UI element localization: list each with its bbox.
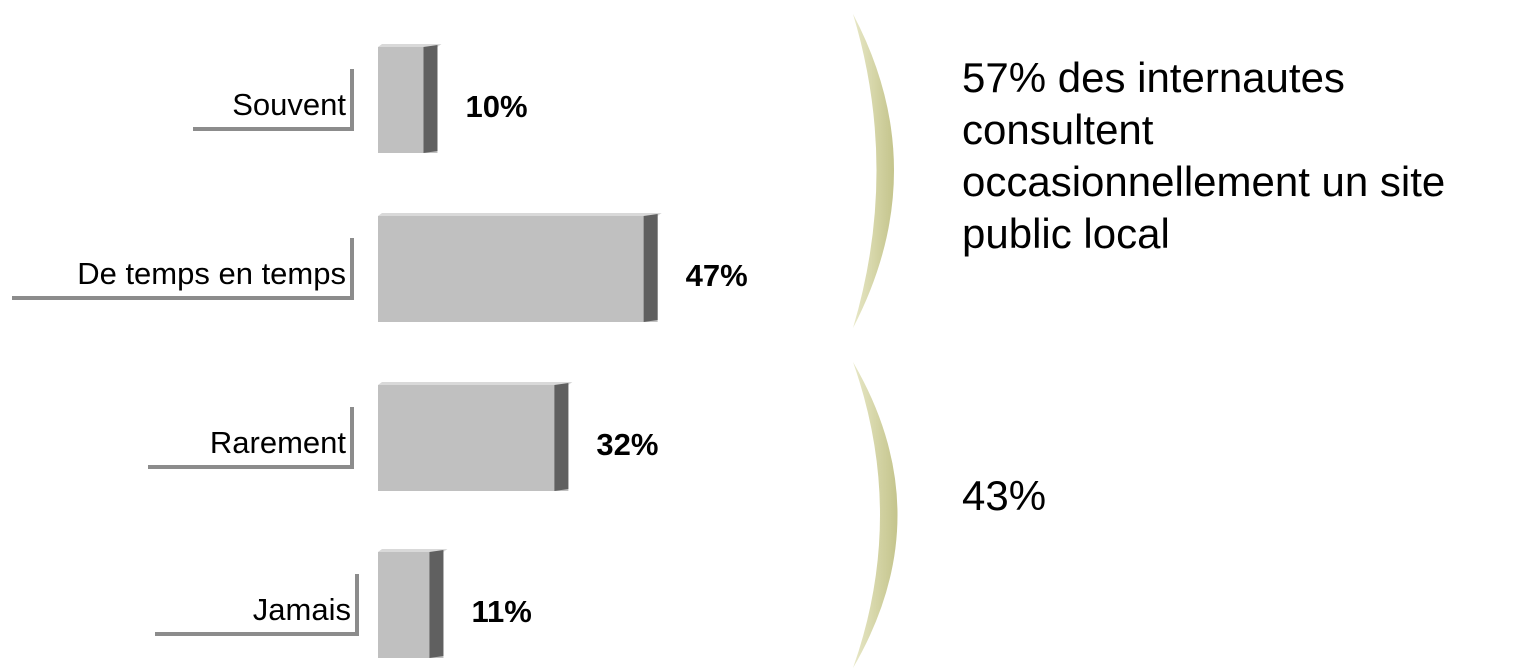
label-underline <box>193 127 354 131</box>
bar-edge <box>554 383 569 491</box>
value-label: 11% <box>471 594 531 629</box>
bar-edge <box>423 45 438 153</box>
label-underline <box>148 465 354 469</box>
bar-edge <box>429 550 444 658</box>
value-label: 10% <box>466 89 528 124</box>
bar-top-bevel <box>378 44 442 47</box>
bar <box>378 216 658 322</box>
category-label: Souvent <box>232 87 346 122</box>
bar <box>378 385 569 491</box>
group-annotation-bottom: 43% <box>962 472 1047 519</box>
value-label: 32% <box>596 427 658 462</box>
label-tick <box>350 238 354 300</box>
value-label: 47% <box>686 258 748 293</box>
label-underline <box>12 296 354 300</box>
category-label: Rarement <box>210 425 346 460</box>
bar-top-bevel <box>378 213 662 216</box>
group-bracket-bottom <box>853 362 898 668</box>
group-annotation-top: 57% des internautes consultent occasionn… <box>962 54 1446 257</box>
category-label: De temps en temps <box>77 256 346 291</box>
category-label: Jamais <box>253 592 351 627</box>
bar-top-bevel <box>378 382 573 385</box>
label-tick <box>355 574 359 636</box>
bars-layer: Souvent 10% De temps en temps 47% Rarement 32… <box>12 44 748 658</box>
group-bracket-top <box>853 14 894 328</box>
bar-edge <box>643 214 658 322</box>
label-tick <box>350 69 354 131</box>
label-tick <box>350 407 354 469</box>
brackets-layer <box>853 14 898 668</box>
label-underline <box>155 632 359 636</box>
bar-top-bevel <box>378 549 448 552</box>
